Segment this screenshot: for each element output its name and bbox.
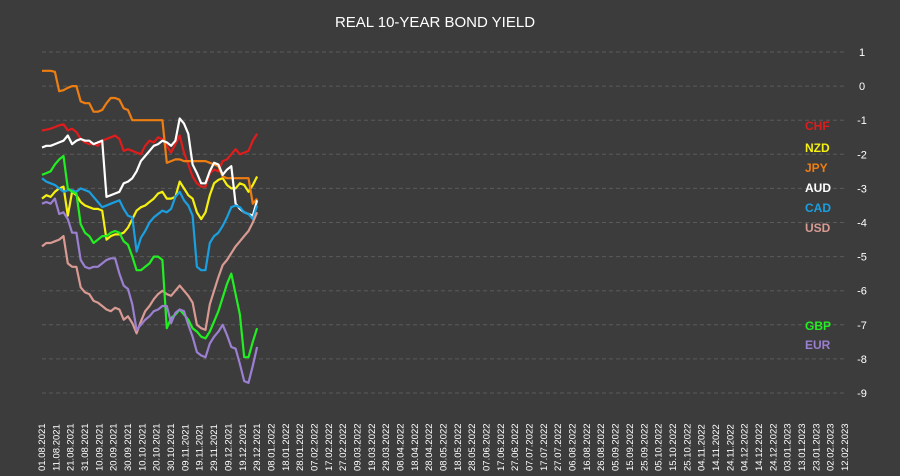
x-tick-label: 17.07.2022 — [539, 423, 550, 471]
x-tick-label: 25.10.2022 — [682, 423, 693, 471]
x-tick-label: 23.01.2023 — [811, 423, 822, 471]
legend-label-jpy: JPY — [805, 161, 828, 175]
x-tick-label: 07.02.2022 — [309, 423, 320, 471]
x-tick-label: 28.04.2022 — [424, 423, 435, 471]
x-tick-label: 31.08.2021 — [80, 423, 91, 471]
grid-lines — [42, 51, 845, 394]
x-tick-label: 14.11.2022 — [711, 424, 722, 471]
y-tick-label: -7 — [857, 320, 867, 332]
series-line-usd — [41, 211, 259, 335]
x-tick-label: 27.02.2022 — [338, 423, 349, 471]
x-tick-label: 11.08.2021 — [51, 424, 62, 471]
x-tick-label: 28.01.2022 — [295, 423, 306, 471]
x-tick-label: 10.09.2021 — [94, 423, 105, 471]
series-line-cad — [41, 177, 259, 272]
x-tick-label: 04.12.2022 — [740, 423, 751, 471]
y-tick-label: -2 — [857, 149, 867, 161]
y-tick-label: 1 — [859, 47, 865, 59]
x-tick-label: 16.08.2022 — [582, 423, 593, 471]
x-tick-label: 18.01.2022 — [281, 423, 292, 471]
x-tick-label: 02.02.2023 — [826, 423, 837, 471]
x-tick-label: 17.06.2022 — [496, 423, 507, 471]
x-tick-label: 07.06.2022 — [482, 423, 493, 471]
y-tick-label: -9 — [857, 388, 867, 400]
legend-label-chf: CHF — [805, 119, 830, 133]
series-line-chf — [41, 123, 259, 188]
x-tick-label: 19.11.2021 — [195, 424, 206, 471]
y-tick-label: -8 — [857, 354, 867, 366]
series-line-gbp — [41, 154, 259, 359]
x-tick-label: 15.10.2022 — [668, 423, 679, 471]
x-tick-label: 10.10.2021 — [137, 423, 148, 471]
y-axis-tick-labels: 1 0 -1 -2 -3 -4 -5 -6 -7 -8 -9 — [857, 47, 867, 400]
x-tick-label: 04.11.2022 — [697, 424, 708, 471]
x-tick-label: 19.03.2022 — [367, 423, 378, 471]
x-tick-label: 20.09.2021 — [109, 423, 120, 471]
y-tick-label: -6 — [857, 286, 867, 298]
x-tick-label: 05.10.2022 — [654, 423, 665, 471]
series-lines — [41, 69, 259, 384]
legend-label-aud: AUD — [805, 181, 831, 195]
x-tick-label: 27.06.2022 — [510, 423, 521, 471]
x-tick-label: 18.04.2022 — [410, 423, 421, 471]
x-tick-label: 08.05.2022 — [439, 423, 450, 471]
legend-label-cad: CAD — [805, 201, 831, 215]
x-tick-label: 09.03.2022 — [352, 423, 363, 471]
x-tick-label: 29.11.2021 — [209, 424, 220, 471]
x-tick-label: 27.07.2022 — [553, 423, 564, 471]
x-tick-label: 18.05.2022 — [453, 423, 464, 471]
x-tick-label: 30.09.2021 — [123, 423, 134, 471]
x-tick-label: 24.11.2022 — [725, 424, 736, 471]
y-tick-label: -4 — [857, 218, 867, 230]
series-line-eur — [41, 197, 259, 384]
x-tick-label: 07.07.2022 — [525, 423, 536, 471]
x-tick-label: 21.08.2021 — [66, 423, 77, 471]
x-tick-label: 05.09.2022 — [611, 423, 622, 471]
x-tick-label: 09.11.2021 — [180, 424, 191, 471]
x-tick-label: 01.08.2021 — [37, 423, 48, 471]
x-tick-label: 08.01.2022 — [266, 423, 277, 471]
legend-label-gbp: GBP — [805, 319, 831, 333]
x-tick-label: 29.03.2022 — [381, 423, 392, 471]
x-tick-label: 29.12.2021 — [252, 423, 263, 471]
legend-label-eur: EUR — [805, 338, 831, 352]
x-axis-tick-labels: 01.08.2021 11.08.2021 21.08.2021 31.08.2021… — [37, 423, 851, 471]
x-tick-label: 06.08.2022 — [568, 423, 579, 471]
chart-title: REAL 10-YEAR BOND YIELD — [335, 14, 535, 31]
x-tick-label: 12.02.2023 — [840, 423, 851, 471]
x-tick-label: 25.09.2022 — [639, 423, 650, 471]
x-tick-label: 03.01.2023 — [783, 423, 794, 471]
x-tick-label: 09.12.2021 — [223, 423, 234, 471]
x-tick-label: 13.01.2023 — [797, 423, 808, 471]
x-tick-label: 20.10.2021 — [152, 423, 163, 471]
legend-label-usd: USD — [805, 221, 831, 235]
x-tick-label: 28.05.2022 — [467, 423, 478, 471]
legend-label-nzd: NZD — [805, 141, 830, 155]
x-tick-label: 24.12.2022 — [768, 423, 779, 471]
x-tick-label: 17.02.2022 — [324, 423, 335, 471]
legend: CHF NZD JPY AUD CAD USD GBP EUR — [805, 119, 831, 352]
x-tick-label: 19.12.2021 — [238, 423, 249, 471]
y-tick-label: 0 — [859, 81, 865, 93]
x-tick-label: 14.12.2022 — [754, 423, 765, 471]
x-tick-label: 15.09.2022 — [625, 423, 636, 471]
x-tick-label: 08.04.2022 — [395, 423, 406, 471]
y-tick-label: -1 — [857, 115, 867, 127]
y-tick-label: -3 — [857, 183, 867, 195]
series-line-aud — [41, 117, 259, 217]
y-tick-label: -5 — [857, 252, 867, 264]
x-tick-label: 30.10.2021 — [166, 423, 177, 471]
x-tick-label: 26.08.2022 — [596, 423, 607, 471]
